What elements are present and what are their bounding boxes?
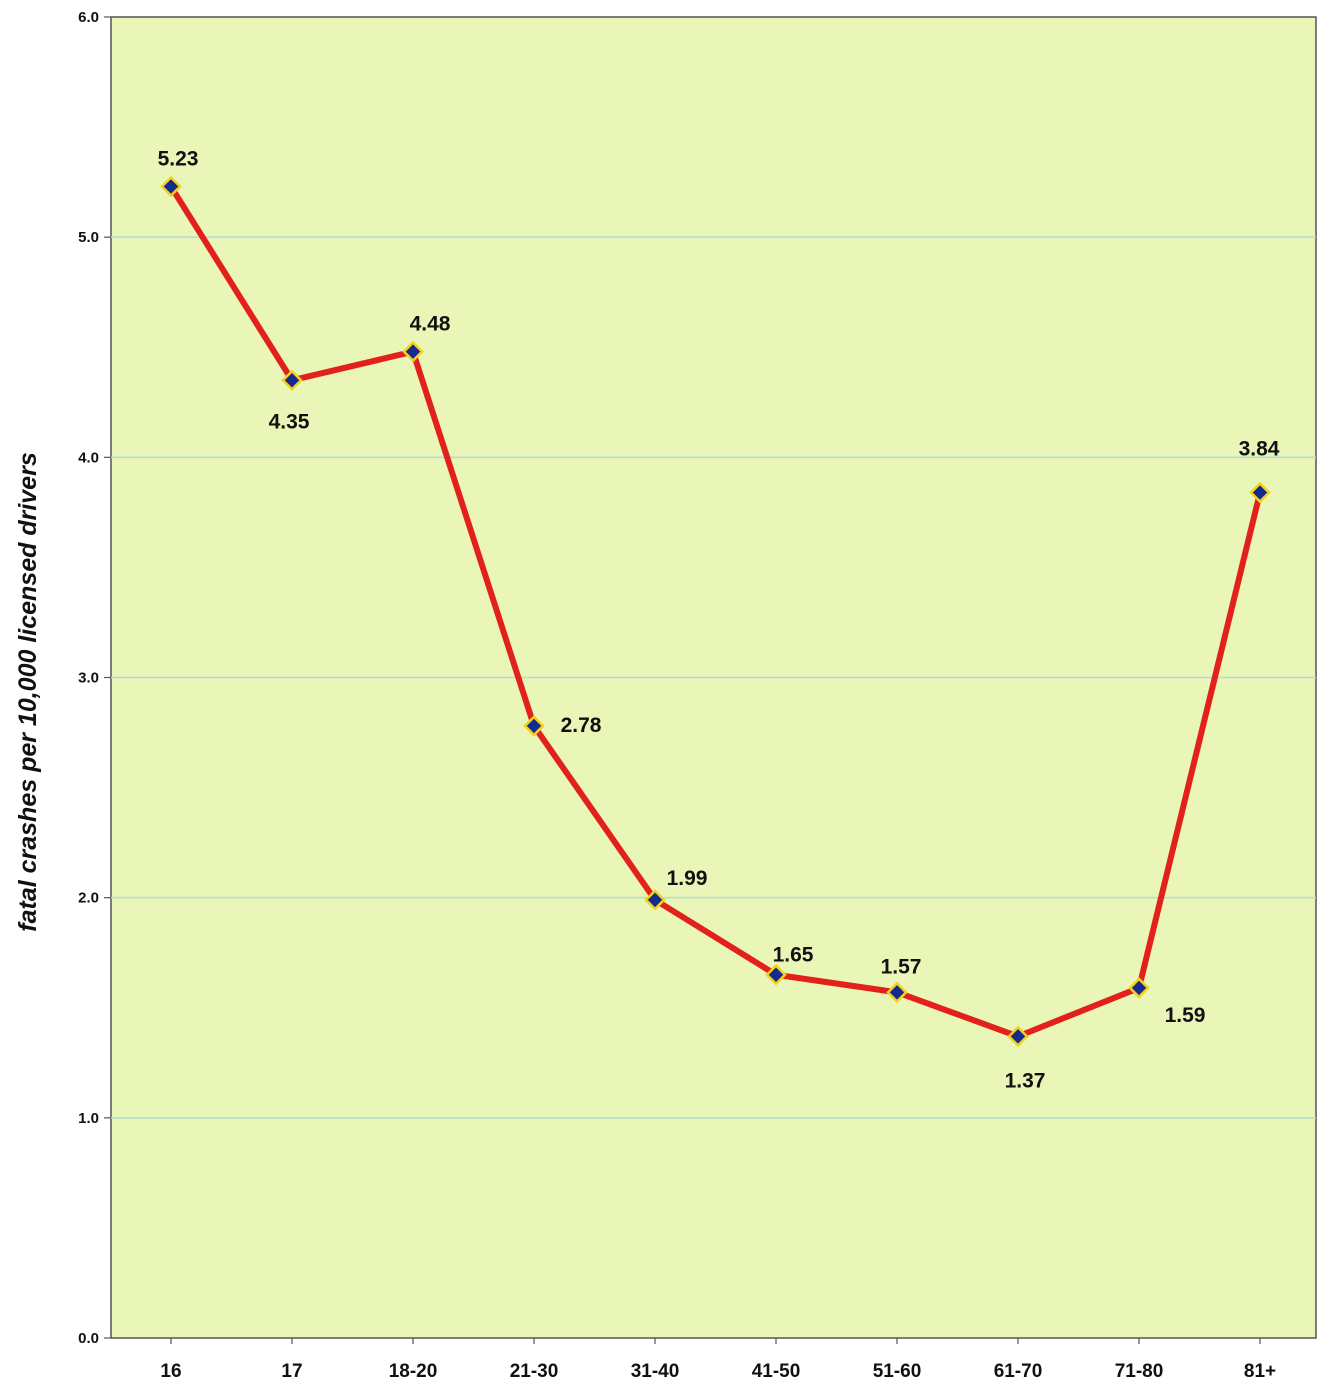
y-tick-label: 5.0 xyxy=(78,229,99,246)
y-axis-title: fatal crashes per 10,000 licensed driver… xyxy=(14,452,42,932)
data-label: 2.78 xyxy=(561,714,602,737)
y-tick-label: 1.0 xyxy=(78,1110,99,1127)
data-point-71-80 xyxy=(1128,977,1150,999)
data-label: 4.35 xyxy=(269,410,310,433)
y-tick-label: 4.0 xyxy=(78,449,99,466)
data-point-21-30 xyxy=(523,715,545,737)
x-tick-label: 21-30 xyxy=(510,1361,559,1382)
x-tick-label: 31-40 xyxy=(631,1361,680,1382)
x-tick-label: 18-20 xyxy=(389,1361,438,1382)
data-point-51-60 xyxy=(886,981,908,1004)
y-tick-label: 0.0 xyxy=(78,1330,99,1347)
data-labels: 5.23 4.35 4.48 2.78 1.99 1.65 1.57 1.37 1.59 3.84 xyxy=(158,148,1280,1093)
data-label: 1.57 xyxy=(881,955,922,978)
x-tick-label: 81+ xyxy=(1244,1361,1276,1382)
data-label: 3.84 xyxy=(1239,438,1280,461)
data-point-16 xyxy=(160,175,182,198)
y-axis: 0.0 1.0 2.0 3.0 4.0 5.0 6.0 xyxy=(78,9,111,1347)
x-tick-label: 16 xyxy=(160,1361,181,1382)
data-label: 1.37 xyxy=(1005,1069,1046,1092)
series-line xyxy=(168,183,1263,1040)
data-point-31-40 xyxy=(644,889,666,911)
series-markers xyxy=(160,175,1271,1048)
data-point-17 xyxy=(281,369,303,392)
data-label: 1.99 xyxy=(667,867,708,890)
series-line-group xyxy=(168,183,1263,1040)
y-tick-label: 3.0 xyxy=(78,670,99,687)
x-tick-label: 41-50 xyxy=(752,1361,801,1382)
y-tick-label: 2.0 xyxy=(78,890,99,907)
data-point-18-20 xyxy=(402,340,424,363)
y-tick-label: 6.0 xyxy=(78,9,99,26)
data-point-61-70 xyxy=(1007,1025,1029,1048)
x-tick-label: 61-70 xyxy=(994,1361,1043,1382)
x-tick-label: 51-60 xyxy=(873,1361,922,1382)
x-tick-label: 71-80 xyxy=(1115,1361,1164,1382)
data-label: 5.23 xyxy=(158,148,199,171)
x-tick-label: 17 xyxy=(281,1361,302,1382)
gridlines xyxy=(111,236,1316,1119)
x-axis: 16 17 18-20 21-30 31-40 41-50 51-60 61-70 71-80 8… xyxy=(160,1338,1276,1382)
data-label: 1.65 xyxy=(773,944,814,967)
data-label: 4.48 xyxy=(410,313,451,336)
data-label: 1.59 xyxy=(1165,1004,1206,1027)
data-point-41-50 xyxy=(765,963,787,986)
data-point-81+ xyxy=(1249,481,1271,504)
